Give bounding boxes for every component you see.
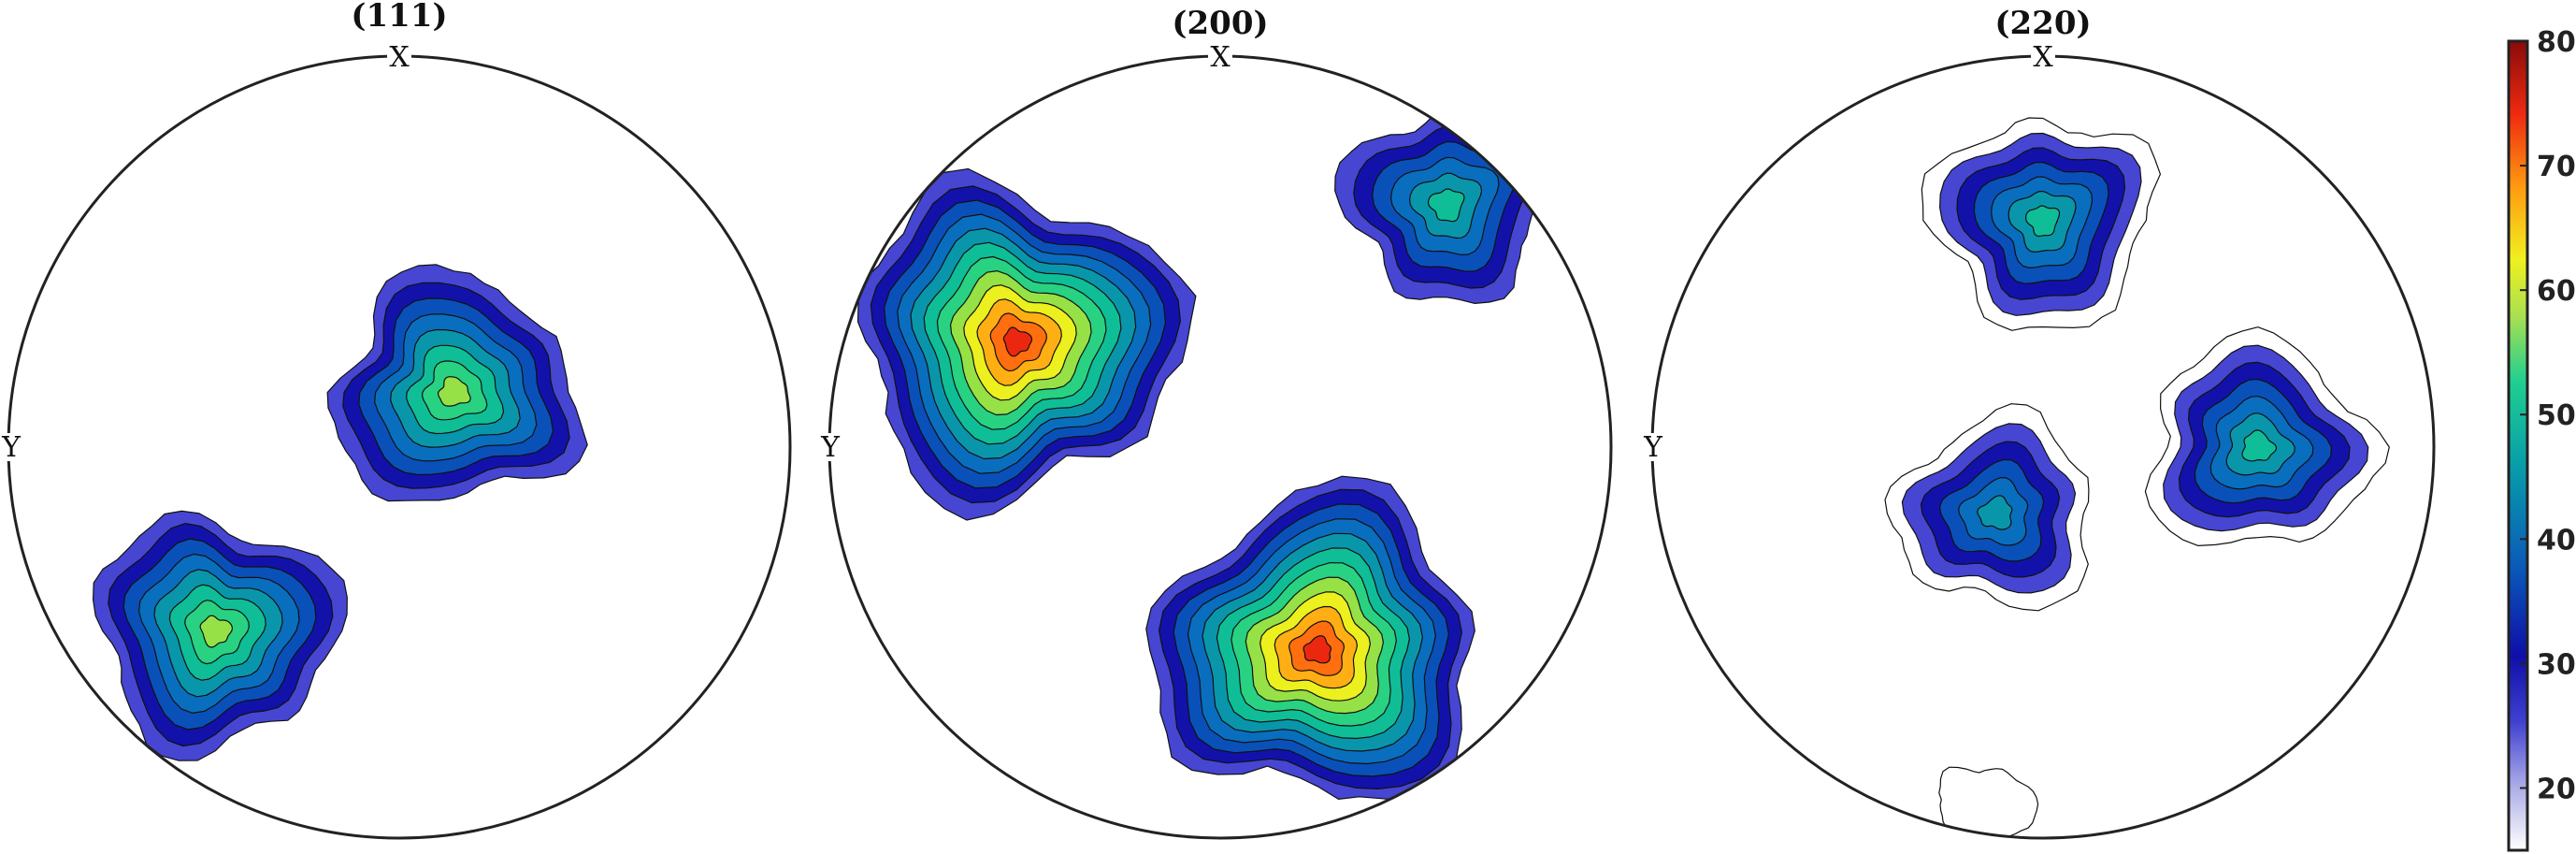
plot-title-111: (111) [351,0,447,35]
plot-title-220: (220) [1994,5,2091,42]
colorbar-ticks: 20 30 40 50 60 70 80 [2520,26,2576,805]
contour-upper-right-level-45 [1427,188,1465,223]
contour-right-level-45 [2241,429,2278,462]
pole-figure-111: (111) X Y [0,0,792,840]
contours-220 [1884,117,2390,838]
colorbar: 20 30 40 50 60 70 80 [2507,26,2576,852]
x-axis-label-111: X [389,41,410,74]
pole-figure-200: (200) X Y [819,5,1613,840]
contour-lower-left-level-55 [199,615,233,648]
contour-center-level-40 [1977,495,2013,530]
colorbar-tick-label-70: 70 [2537,151,2576,183]
y-axis-label-220: Y [1643,431,1663,464]
contour-top-level-45 [2025,205,2061,238]
contour-center-level-55 [438,376,471,407]
colorbar-tick-label-30: 30 [2537,648,2576,681]
contour-bottom-level-15 [1938,766,2039,838]
colorbar-tick-label-80: 80 [2537,26,2576,59]
y-axis-label-200: Y [820,431,841,464]
contour-lower-level-75 [1302,635,1332,664]
colorbar-tick-label-50: 50 [2537,399,2576,432]
plot-title-200: (200) [1172,5,1268,42]
colorbar-tick-label-20: 20 [2537,773,2576,805]
pole-figure-220: (220) X Y [1642,5,2436,840]
contours-200 [856,107,1553,803]
y-axis-label-111: Y [1,431,22,464]
colorbar-tick-label-60: 60 [2537,275,2576,308]
colorbar-tick-label-40: 40 [2537,524,2576,557]
contours-111 [92,264,588,761]
colorbar-gradient [2507,39,2529,852]
x-axis-label-220: X [2033,41,2053,74]
x-axis-label-200: X [1210,41,1230,74]
contour-upper-left-level-75 [1002,326,1033,357]
